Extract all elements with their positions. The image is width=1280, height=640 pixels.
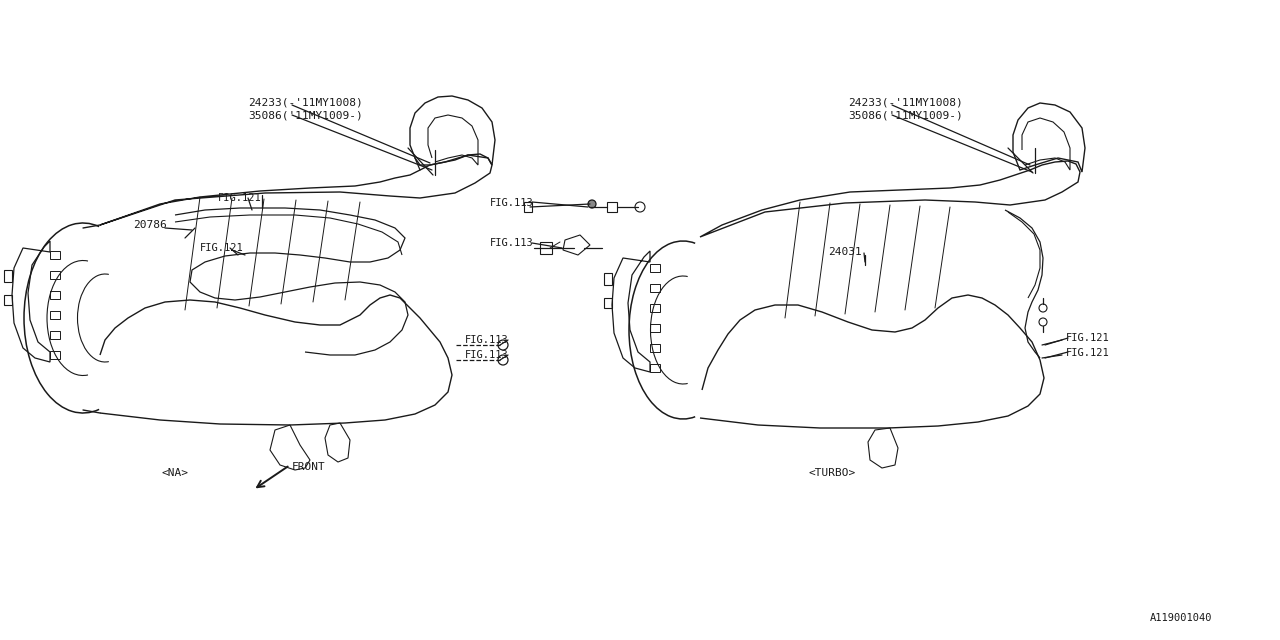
Text: 24233(-'11MY1008): 24233(-'11MY1008) — [248, 97, 362, 107]
Text: 20786: 20786 — [133, 220, 166, 230]
Text: FIG.121: FIG.121 — [1066, 348, 1110, 358]
Text: FIG.113: FIG.113 — [465, 350, 508, 360]
Text: A119001040: A119001040 — [1149, 613, 1212, 623]
Text: FIG.121: FIG.121 — [218, 193, 261, 203]
Text: FIG.121: FIG.121 — [1066, 333, 1110, 343]
Text: FRONT: FRONT — [292, 462, 325, 472]
Text: <NA>: <NA> — [161, 468, 188, 478]
Text: 24233(-'11MY1008): 24233(-'11MY1008) — [849, 97, 963, 107]
Text: FIG.113: FIG.113 — [465, 335, 508, 345]
Text: 35086('11MY1009-): 35086('11MY1009-) — [849, 110, 963, 120]
Text: FIG.121: FIG.121 — [200, 243, 243, 253]
Circle shape — [588, 200, 596, 208]
Text: 24031: 24031 — [828, 247, 861, 257]
Text: 35086('11MY1009-): 35086('11MY1009-) — [248, 110, 362, 120]
Text: FIG.113: FIG.113 — [490, 198, 534, 208]
Text: FIG.113: FIG.113 — [490, 238, 534, 248]
Text: <TURBO>: <TURBO> — [809, 468, 855, 478]
